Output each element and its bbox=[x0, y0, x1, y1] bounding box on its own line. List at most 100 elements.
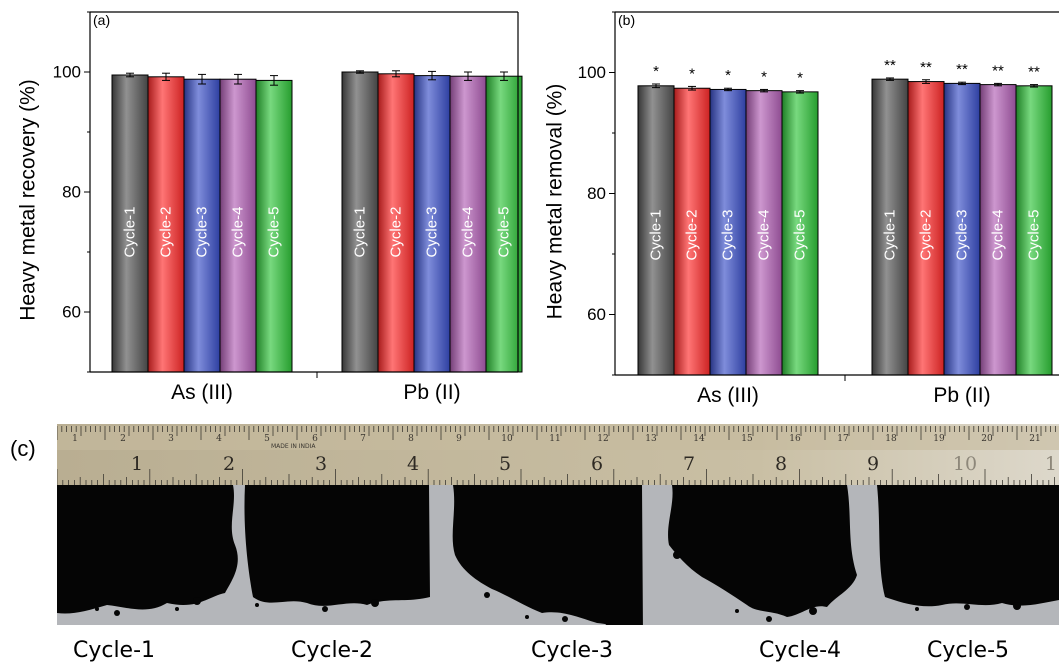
sample-photo bbox=[57, 485, 1059, 625]
sample-speck bbox=[766, 616, 772, 622]
error-bar-p1-0-4 bbox=[796, 90, 804, 94]
ruler-graphic: 12345678910111213141516171819202122MADE … bbox=[57, 424, 1059, 485]
sample-speck bbox=[673, 551, 681, 559]
error-bar-p1-1-4 bbox=[1030, 84, 1038, 88]
error-bar-p0-0-2 bbox=[198, 73, 206, 85]
ruler-number-10: 10 bbox=[953, 453, 977, 475]
ruler-cm-number: 13 bbox=[645, 434, 657, 444]
ruler-number-2: 2 bbox=[223, 453, 235, 475]
sample-speck bbox=[193, 597, 201, 605]
bar-p1-1-0 bbox=[871, 78, 909, 376]
significance-p1-1-1: ** bbox=[920, 59, 932, 76]
y-axis-label-p1: Heavy metal removal (%) bbox=[544, 84, 567, 320]
bar-label-p0-0-2: Cycle-3 bbox=[194, 207, 211, 258]
error-bar-p1-1-0 bbox=[886, 77, 894, 81]
ruler-number-1: 1 bbox=[131, 453, 143, 475]
bar-label-p1-0-0: Cycle-1 bbox=[648, 210, 665, 261]
bar-p0-1-2 bbox=[413, 75, 451, 373]
y-axis-label-p0: Heavy metal recovery (%) bbox=[17, 79, 40, 321]
significance-p1-0-0: * bbox=[653, 63, 659, 80]
sample-speck bbox=[371, 599, 379, 607]
chart-panel-a: Cycle-1 Cycle-2 Cycle-3 Cycle-4 Cycle-5 As (I… bbox=[17, 11, 523, 404]
bar-label-p0-1-3: Cycle-4 bbox=[460, 207, 477, 258]
error-bar-p1-1-3 bbox=[994, 82, 1002, 87]
bar-p1-0-1 bbox=[673, 87, 711, 376]
bar-label-p0-0-0: Cycle-1 bbox=[122, 207, 139, 258]
chart-panel-b: Cycle-1 * Cycle-2 * Cycle-3 * Cycle-4 * Cycle-5 *… bbox=[544, 11, 1059, 407]
sample-speck bbox=[1013, 602, 1021, 610]
ruler-number-7: 7 bbox=[683, 453, 695, 475]
ruler-cm-number: 18 bbox=[885, 434, 897, 444]
ruler-cm-number: 9 bbox=[456, 434, 462, 444]
sample-speck bbox=[735, 609, 739, 613]
y-tick-label-p0-80: 80 bbox=[62, 183, 81, 202]
significance-p1-1-2: ** bbox=[956, 61, 968, 78]
bar-label-p1-1-0: Cycle-1 bbox=[882, 210, 899, 261]
bar-label-p1-0-1: Cycle-2 bbox=[684, 210, 701, 261]
sample-speck bbox=[809, 607, 817, 615]
ruler-number-3: 3 bbox=[315, 453, 327, 475]
ruler-cm-number: 14 bbox=[693, 434, 705, 444]
error-bar-p1-0-1 bbox=[688, 85, 696, 91]
ruler-cm-number: 7 bbox=[360, 434, 366, 444]
y-tick-label-p1-60: 60 bbox=[587, 305, 606, 324]
bar-label-p1-1-2: Cycle-3 bbox=[954, 210, 971, 261]
error-bar-p0-1-3 bbox=[464, 71, 472, 81]
error-bar-p0-1-2 bbox=[428, 70, 436, 81]
error-bar-p1-1-2 bbox=[958, 81, 966, 86]
sample-speck bbox=[255, 603, 259, 607]
ruler: 12345678910111213141516171819202122MADE … bbox=[57, 424, 1059, 485]
ruler-cm-number: 19 bbox=[933, 434, 945, 444]
bar-label-p0-1-0: Cycle-1 bbox=[352, 207, 369, 258]
bar-p0-0-0 bbox=[111, 74, 149, 373]
sample-3 bbox=[452, 485, 643, 625]
bar-label-p0-0-3: Cycle-4 bbox=[230, 207, 247, 258]
sample-photo-graphic bbox=[57, 485, 1059, 625]
sample-speck bbox=[525, 615, 529, 619]
ruler-cm-number: 17 bbox=[837, 434, 849, 444]
sample-speck bbox=[175, 607, 179, 611]
significance-p1-0-3: * bbox=[761, 68, 767, 85]
ruler-cm-number: 3 bbox=[168, 434, 174, 444]
sample-2 bbox=[244, 485, 430, 606]
ruler-cm-number: 4 bbox=[216, 434, 222, 444]
ruler-cm-number: 1 bbox=[72, 434, 78, 444]
ruler-cm-number: 10 bbox=[501, 434, 513, 444]
error-bar-p1-0-0 bbox=[652, 83, 660, 89]
ruler-cm-number: 12 bbox=[597, 434, 608, 444]
sample-speck bbox=[605, 623, 613, 625]
bar-label-p0-0-1: Cycle-2 bbox=[158, 207, 175, 258]
ruler-cm-number: 8 bbox=[408, 434, 414, 444]
ruler-number-4: 4 bbox=[407, 453, 419, 475]
bar-p1-0-4 bbox=[781, 91, 819, 376]
y-tick-label-p0-60: 60 bbox=[62, 303, 81, 322]
bar-label-p0-1-4: Cycle-5 bbox=[496, 207, 513, 258]
bar-charts: Cycle-1 Cycle-2 Cycle-3 Cycle-4 Cycle-5 As (I… bbox=[17, 11, 1059, 407]
bar-label-p0-0-4: Cycle-5 bbox=[266, 207, 283, 258]
significance-p1-0-4: * bbox=[797, 70, 803, 87]
error-bar-p1-1-1 bbox=[922, 79, 930, 84]
ruler-made-in-india: MADE IN INDIA bbox=[271, 443, 316, 450]
ruler-cm-number: 5 bbox=[264, 434, 270, 444]
ruler-cm-number: 2 bbox=[120, 434, 126, 444]
sample-label-cycle-3: Cycle-3 bbox=[530, 638, 614, 663]
bar-label-p1-1-1: Cycle-2 bbox=[918, 210, 935, 261]
bar-label-p1-1-3: Cycle-4 bbox=[990, 210, 1007, 261]
panel-label-p0: (a) bbox=[93, 12, 110, 28]
ruler-number-6: 6 bbox=[591, 453, 603, 475]
sample-speck bbox=[114, 610, 120, 616]
significance-p1-1-4: ** bbox=[1028, 64, 1040, 81]
bar-p1-0-2 bbox=[709, 88, 747, 376]
bar-label-p1-0-4: Cycle-5 bbox=[792, 210, 809, 261]
sample-speck bbox=[964, 604, 970, 610]
category-label-p1-1: Pb (II) bbox=[933, 384, 990, 407]
y-tick-label-p1-100: 100 bbox=[578, 63, 606, 82]
sample-speck bbox=[915, 607, 919, 611]
significance-p1-1-3: ** bbox=[992, 62, 1004, 79]
ruler-number-11: 11 bbox=[1045, 453, 1059, 475]
error-bar-p0-0-4 bbox=[270, 75, 278, 86]
significance-p1-0-1: * bbox=[689, 65, 695, 82]
sample-speck bbox=[484, 592, 490, 598]
bar-p1-1-4 bbox=[1015, 85, 1053, 376]
y-tick-label-p1-80: 80 bbox=[587, 184, 606, 203]
